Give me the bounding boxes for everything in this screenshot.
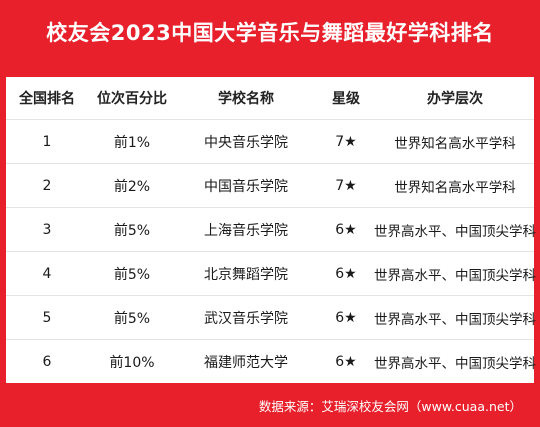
percentile-cell: 前1% bbox=[113, 134, 151, 151]
rank-cell: 5 bbox=[42, 309, 52, 326]
table-row: 6 前10% 福建师范大学 6★ 世界高水平、中国顶尖学科 bbox=[6, 340, 536, 383]
school-cell: 中央音乐学院 bbox=[204, 134, 288, 151]
table-row: 5 前5% 武汉音乐学院 6★ 世界高水平、中国顶尖学科 bbox=[6, 296, 536, 340]
school-cell: 北京舞蹈学院 bbox=[204, 266, 288, 283]
header-rank: 全国排名 bbox=[19, 91, 75, 107]
school-cell: 武汉音乐学院 bbox=[204, 310, 288, 327]
level-cell: 世界高水平、中国顶尖学科 bbox=[374, 311, 536, 328]
school-cell: 上海音乐学院 bbox=[204, 222, 288, 239]
stars-cell: 7★ bbox=[335, 177, 357, 194]
table-row: 4 前5% 北京舞蹈学院 6★ 世界高水平、中国顶尖学科 bbox=[6, 252, 536, 296]
data-source-note: 数据来源：艾瑞深校友会网（www.cuaa.net） bbox=[258, 399, 522, 414]
table-header: 全国排名 位次百分比 学校名称 星级 办学层次 bbox=[6, 77, 534, 120]
ranking-table: 全国排名 位次百分比 学校名称 星级 办学层次 1 前1% 中央音乐学院 7★ … bbox=[6, 77, 536, 383]
stars-cell: 7★ bbox=[335, 133, 357, 150]
rank-cell: 4 bbox=[42, 265, 52, 282]
table-row: 2 前2% 中国音乐学院 7★ 世界知名高水平学科 bbox=[6, 164, 534, 208]
level-cell: 世界知名高水平学科 bbox=[394, 135, 516, 152]
stars-cell: 6★ bbox=[335, 265, 357, 282]
header-stars: 星级 bbox=[332, 91, 360, 107]
rank-cell: 2 bbox=[42, 177, 52, 194]
level-cell: 世界知名高水平学科 bbox=[394, 179, 516, 196]
percentile-cell: 前5% bbox=[113, 222, 151, 239]
percentile-cell: 前5% bbox=[113, 266, 151, 283]
stars-cell: 6★ bbox=[335, 353, 357, 370]
percentile-cell: 前5% bbox=[113, 310, 151, 327]
header-percentile: 位次百分比 bbox=[97, 91, 167, 107]
rank-cell: 3 bbox=[42, 221, 52, 238]
school-cell: 福建师范大学 bbox=[204, 354, 288, 371]
table-row: 3 前5% 上海音乐学院 6★ 世界高水平、中国顶尖学科 bbox=[6, 208, 536, 252]
header-school: 学校名称 bbox=[218, 91, 274, 107]
level-cell: 世界高水平、中国顶尖学科 bbox=[374, 355, 536, 372]
stars-cell: 6★ bbox=[335, 309, 357, 326]
table-row: 1 前1% 中央音乐学院 7★ 世界知名高水平学科 bbox=[6, 120, 534, 164]
rank-cell: 1 bbox=[42, 133, 52, 150]
page-title: 校友会2023中国大学音乐与舞蹈最好学科排名 bbox=[46, 21, 494, 45]
percentile-cell: 前10% bbox=[109, 354, 155, 371]
level-cell: 世界高水平、中国顶尖学科 bbox=[374, 223, 536, 240]
rank-cell: 6 bbox=[42, 353, 52, 370]
percentile-cell: 前2% bbox=[113, 178, 151, 195]
header-level: 办学层次 bbox=[427, 91, 483, 107]
stars-cell: 6★ bbox=[335, 221, 357, 238]
school-cell: 中国音乐学院 bbox=[204, 178, 288, 195]
level-cell: 世界高水平、中国顶尖学科 bbox=[374, 267, 536, 284]
